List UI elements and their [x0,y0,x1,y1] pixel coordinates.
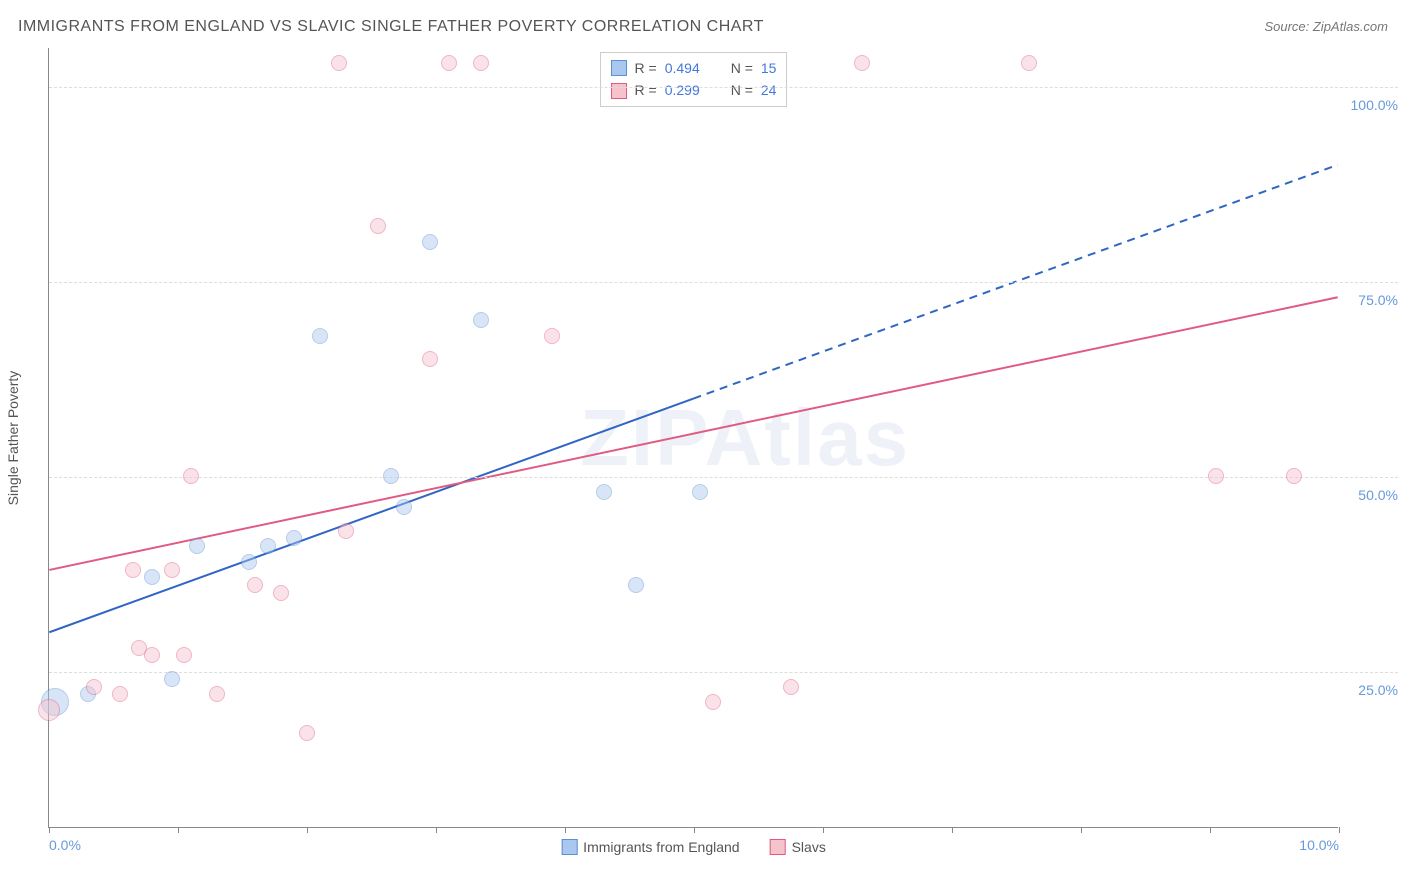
data-point [286,530,302,546]
x-tick [823,827,824,833]
x-tick [694,827,695,833]
x-tick-label: 10.0% [1299,837,1339,853]
legend-label: Immigrants from England [583,839,739,855]
r-value: 0.494 [665,57,713,79]
data-point [370,218,386,234]
legend-stats-row: R = 0.299 N = 24 [611,79,777,101]
r-value: 0.299 [665,79,713,101]
correlation-legend-box: R = 0.494 N = 15 R = 0.299 N = 24 [600,52,788,107]
data-point [299,725,315,741]
data-point [596,484,612,500]
data-point [112,686,128,702]
legend-swatch [561,839,577,855]
data-point [544,328,560,344]
n-label: N = [731,79,753,101]
data-point [473,55,489,71]
trend-line [49,399,693,633]
data-point [473,312,489,328]
data-point [273,585,289,601]
data-point [396,499,412,515]
data-point [422,351,438,367]
r-label: R = [635,57,657,79]
x-tick [952,827,953,833]
x-tick [1339,827,1340,833]
title-bar: IMMIGRANTS FROM ENGLAND VS SLAVIC SINGLE… [18,18,1388,36]
data-point [189,538,205,554]
legend-label: Slavs [792,839,826,855]
x-tick [1210,827,1211,833]
y-tick-label: 25.0% [1343,682,1398,698]
x-tick [436,827,437,833]
y-axis-label: Single Father Poverty [5,370,21,505]
data-point [312,328,328,344]
x-tick [1081,827,1082,833]
watermark-text: ZIPAtlas [580,392,910,484]
data-point [1286,468,1302,484]
data-point [854,55,870,71]
x-tick [178,827,179,833]
r-label: R = [635,79,657,101]
gridline-horizontal [49,477,1398,478]
data-point [1021,55,1037,71]
data-point [692,484,708,500]
data-point [176,647,192,663]
data-point [183,468,199,484]
n-value: 15 [761,57,777,79]
y-tick-label: 50.0% [1343,487,1398,503]
data-point [144,569,160,585]
x-tick-label: 0.0% [49,837,81,853]
legend-swatch [611,60,627,76]
data-point [628,577,644,593]
data-point [441,55,457,71]
n-label: N = [731,57,753,79]
data-point [164,671,180,687]
data-point [38,699,60,721]
data-point [164,562,180,578]
data-point [1208,468,1224,484]
legend-stats-row: R = 0.494 N = 15 [611,57,777,79]
data-point [783,679,799,695]
chart-title: IMMIGRANTS FROM ENGLAND VS SLAVIC SINGLE… [18,18,764,36]
source-name: ZipAtlas.com [1313,19,1388,34]
x-tick [565,827,566,833]
x-tick [49,827,50,833]
y-tick-label: 100.0% [1343,97,1398,113]
data-point [705,694,721,710]
data-point [241,554,257,570]
x-tick [307,827,308,833]
data-point [383,468,399,484]
scatter-plot-area: ZIPAtlas Single Father Poverty R =0.494N… [48,48,1338,828]
data-point [125,562,141,578]
data-point [144,647,160,663]
source-prefix: Source: [1264,19,1312,34]
legend-item: Slavs [770,839,826,855]
data-point [86,679,102,695]
trend-lines-layer [49,48,1338,827]
data-point [422,234,438,250]
n-value: 24 [761,79,777,101]
trend-line [49,297,1337,570]
gridline-horizontal [49,672,1398,673]
data-point [209,686,225,702]
legend-item: Immigrants from England [561,839,739,855]
legend-swatch [611,83,627,99]
gridline-horizontal [49,87,1398,88]
source-attribution: Source: ZipAtlas.com [1264,19,1388,34]
data-point [331,55,347,71]
legend-swatch [770,839,786,855]
gridline-horizontal [49,282,1398,283]
series-legend: Immigrants from England Slavs [561,839,826,855]
y-tick-label: 75.0% [1343,292,1398,308]
data-point [260,538,276,554]
data-point [338,523,354,539]
data-point [247,577,263,593]
